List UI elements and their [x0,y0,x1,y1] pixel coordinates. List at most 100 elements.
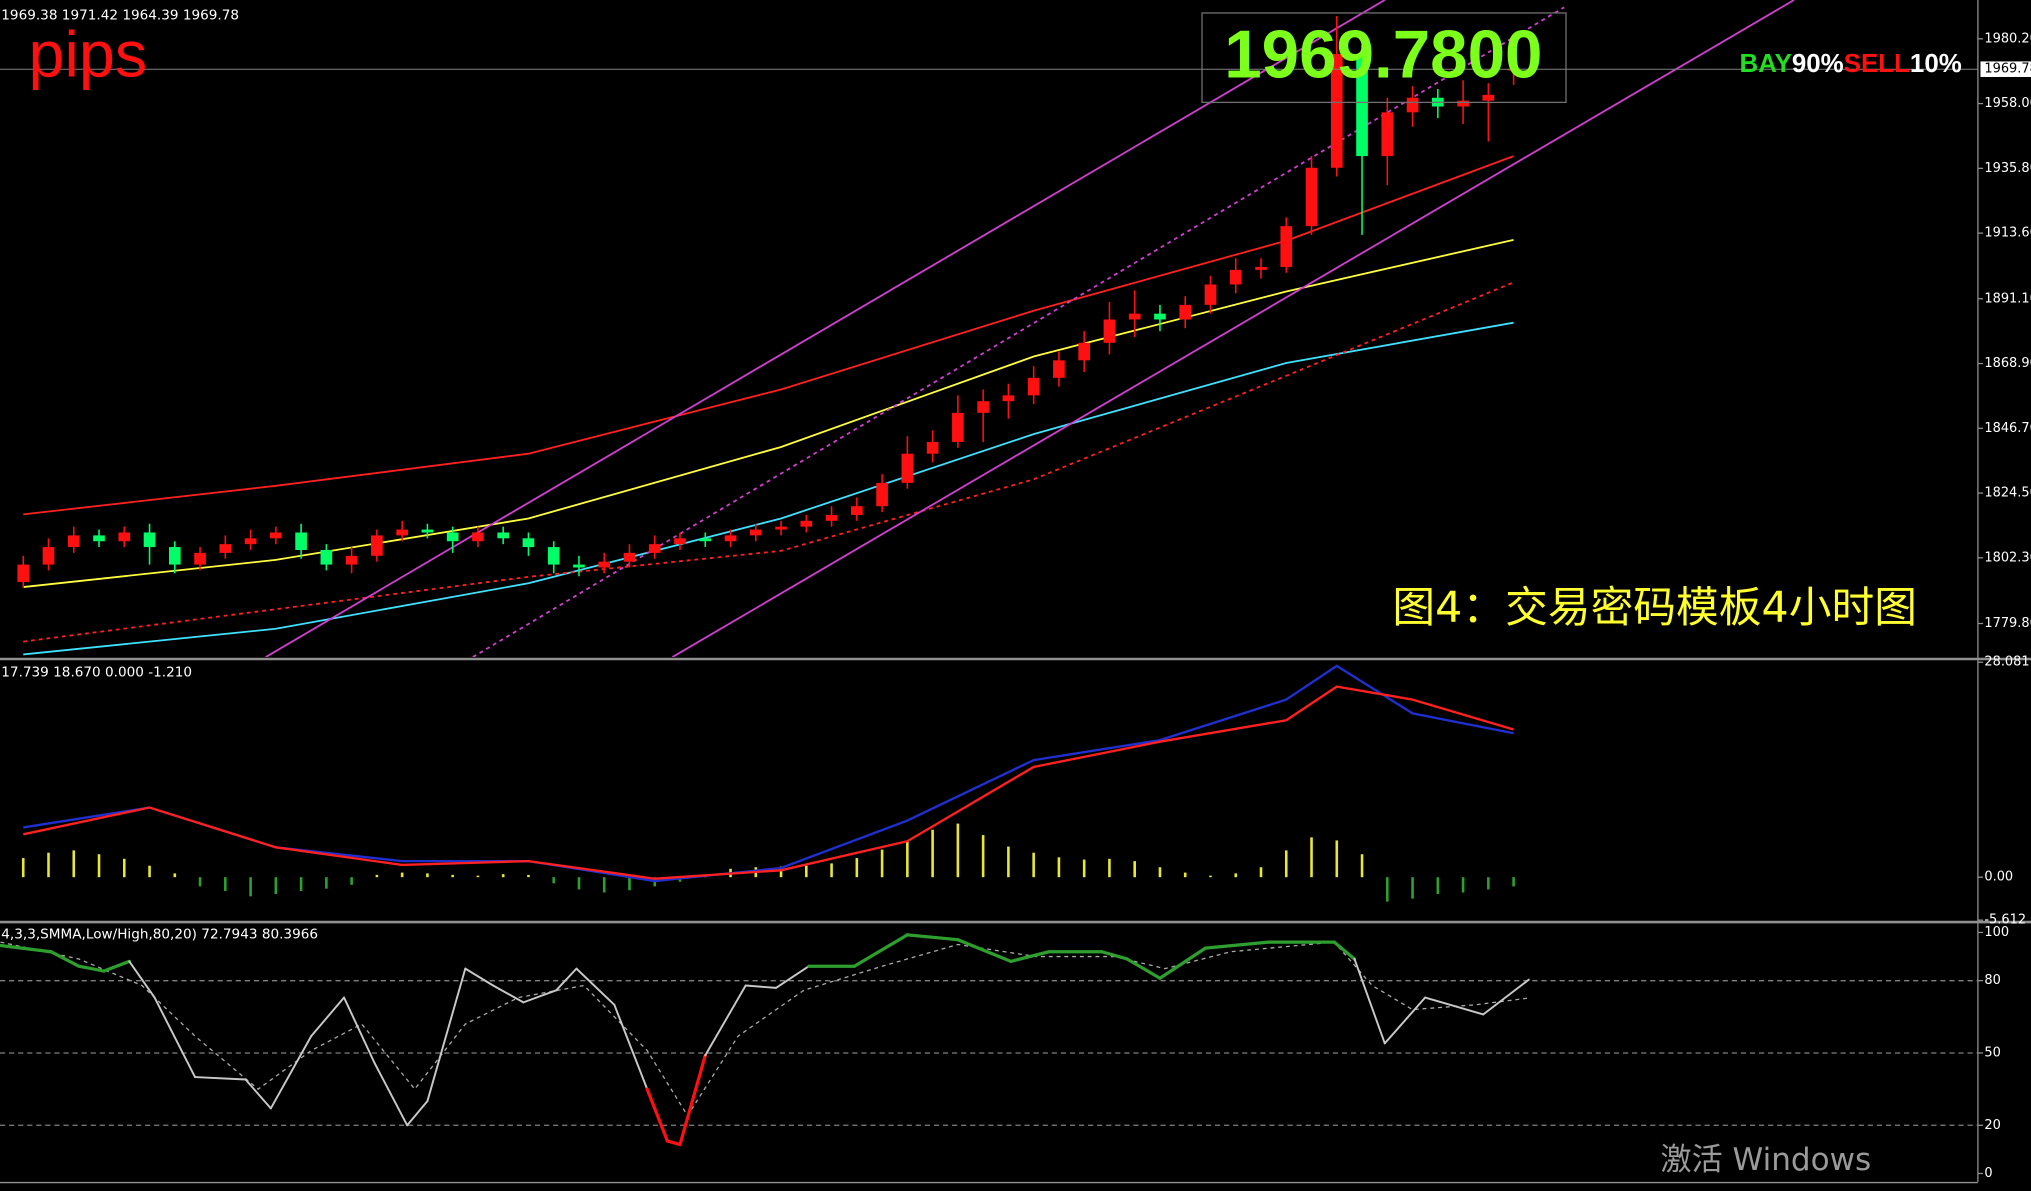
signal-text: BAY90%SELL10% [1740,50,1962,78]
stochastic-main-segment [704,984,747,1057]
candle-body [851,506,863,515]
y-tick-label: 80 [1984,973,2000,988]
stochastic-main-segment [1158,946,1208,980]
candle-body [1280,226,1293,267]
y-tick-label: 50 [1984,1045,2000,1060]
candle-body [1103,319,1116,343]
stochastic-main-segment [492,984,525,1004]
stochastic-main-segment [128,960,156,999]
stochastic-main-segment [1353,958,1386,1045]
y-tick-label: 1824.50 [1984,486,2031,501]
stochastic-main-segment [665,1139,682,1147]
stochastic-main-segment [1009,950,1051,964]
y-tick-label: -5.612 [1984,913,2026,928]
current-price-label: 1969.78 [1984,62,2031,77]
y-tick-label: 1802.30 [1984,550,2031,565]
candle-body [901,453,914,483]
stochastic-main-segment [464,967,495,987]
candle-body [17,564,30,583]
stochastic-main-segment [522,989,558,1004]
candle-body [573,564,585,568]
candle-body [143,532,156,548]
candle-body [1128,313,1141,320]
stochastic-main-segment [645,1087,670,1143]
candle-body [446,532,459,542]
candle-body [118,532,131,542]
candle-body [472,532,484,542]
signal-part: 10% [1910,50,1962,78]
candle-body [1204,284,1217,305]
macd-pane [21,664,1515,902]
y-tick-label: 28.081 [1984,655,2029,670]
y-tick-label: 1935.80 [1984,161,2031,176]
signal-part: SELL [1844,50,1910,78]
y-tick-label: 1913.60 [1984,226,2031,241]
candle-body [42,547,55,565]
y-tick-label: 0.00 [1984,870,2013,885]
macd-header: 17.739 18.670 0.000 -1.210 [1,665,192,681]
candle-body [168,547,181,565]
candle-body [244,538,257,545]
stochastic-main-segment [852,933,909,968]
candle-body [1457,100,1469,107]
y-tick-label: 1846.70 [1984,421,2031,436]
stochastic-main-segment [77,964,106,973]
stochastic-main-segment [678,1053,707,1147]
candle-body [876,482,888,507]
y-tick-label: 20 [1984,1118,2000,1133]
stochastic-main-segment [744,984,777,989]
candle-body [800,520,813,527]
candle-body [598,561,611,568]
y-tick-label: 1891.10 [1984,291,2031,306]
candle-body [1053,360,1065,378]
candle-body [371,535,383,556]
y-tick-label: 100 [1984,925,2009,940]
candle-body [1078,342,1091,361]
price-display: 1969.7800 [1224,17,1542,92]
stochastic-header: 4,3,3,SMMA,Low/High,80,20) 72.7943 80.39… [1,926,318,942]
stochastic-main-segment [343,996,376,1064]
candle-body [1482,94,1495,101]
stochastic-main-segment [269,1035,313,1110]
indicator-line [23,321,1514,656]
price-header: 1969.38 1971.42 1964.39 1969.78 [1,8,239,24]
price-pane [0,0,1978,658]
price-display-box [1201,12,1567,104]
candle-body [623,552,636,562]
y-tick-label: 0 [1984,1166,1992,1181]
signal-part: 90% [1792,50,1844,78]
stochastic-main-segment [775,965,810,989]
y-tick-label: 1980.20 [1984,31,2031,46]
stochastic-main-segment [1424,996,1485,1016]
candle-body [699,538,712,542]
stochastic-main-segment [956,938,1013,964]
current-price-tag [1980,61,2031,77]
candle-body [194,552,206,565]
candle-body [421,529,434,533]
stochastic-main-segment [194,1076,247,1081]
candle-body [1381,112,1394,157]
candle-body [67,535,80,548]
candle-body [749,529,762,536]
stochastic-pane [0,933,1978,1147]
candle-body [522,538,535,548]
stochastic-main-segment [905,933,960,942]
y-tick-label: 1868.90 [1984,356,2031,371]
watermark: 激活 Windows [1661,1142,1872,1178]
stochastic-main-segment [575,967,616,1006]
signal-part: BAY [1740,50,1792,78]
stochastic-main-segment [1332,940,1357,961]
candle-body [926,442,939,454]
pips-label: pips [28,18,147,91]
stochastic-main-segment [0,943,53,954]
candle-body [648,544,661,553]
y-tick-label: 1958.00 [1984,96,2031,111]
candle-body [295,532,307,550]
candle-body [497,532,510,539]
candle-body [1305,167,1318,227]
y-tick-label: 1779.80 [1984,616,2031,631]
indicator-line [671,0,1795,658]
candle-body [1330,53,1343,168]
